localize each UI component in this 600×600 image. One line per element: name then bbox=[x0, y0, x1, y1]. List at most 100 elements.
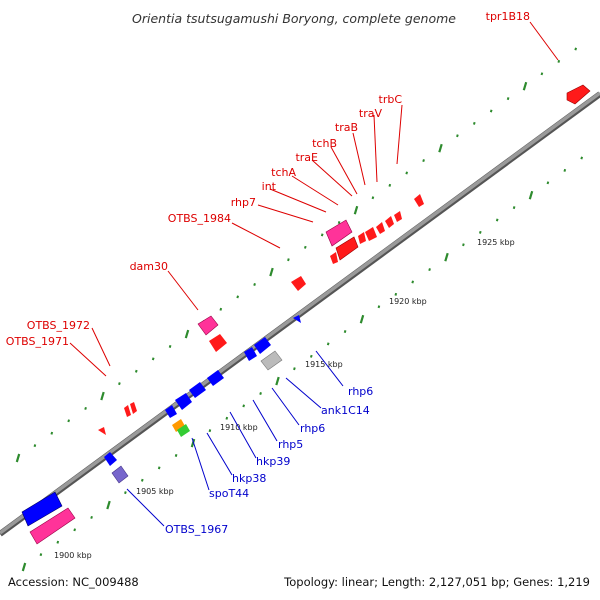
gene-hkp38[interactable] bbox=[189, 382, 206, 398]
gene-label-rhp6-b[interactable]: rhp6 bbox=[300, 422, 325, 435]
lower-tick-mark bbox=[293, 367, 296, 371]
gene-traV[interactable] bbox=[394, 211, 402, 222]
leader-spoT44 bbox=[191, 437, 210, 491]
lower-tick-mark bbox=[106, 500, 111, 510]
reverse-strand-genes bbox=[21, 315, 301, 527]
gene-rhp6-b[interactable] bbox=[254, 337, 271, 354]
lower-tick-mark bbox=[309, 354, 313, 358]
gene-small-red[interactable] bbox=[98, 427, 106, 435]
upper-tick-mark bbox=[522, 81, 528, 91]
gene-rhp7-fwd[interactable] bbox=[330, 252, 338, 264]
gene-OTBS_1972[interactable] bbox=[130, 402, 137, 414]
upper-tick-mark bbox=[184, 329, 190, 339]
gene-label-tpr1B18[interactable]: tpr1B18 bbox=[486, 10, 530, 23]
gene-spoT44-a[interactable] bbox=[175, 393, 192, 410]
gene-label-tchA[interactable]: tchA bbox=[271, 166, 296, 179]
gene-spoT44-orange[interactable] bbox=[172, 419, 185, 432]
scale-label-1925: 1925 kbp bbox=[477, 238, 515, 247]
upper-tick-mark bbox=[438, 143, 443, 153]
gene-pink-1900[interactable] bbox=[29, 507, 76, 545]
gene-label-traE[interactable]: traE bbox=[295, 151, 318, 164]
gene-rhp7[interactable] bbox=[325, 219, 353, 247]
upper-tick-mark bbox=[388, 183, 392, 187]
lower-tick-mark bbox=[275, 376, 280, 386]
upper-tick-mark bbox=[33, 444, 37, 448]
lower-tick-mark bbox=[242, 404, 246, 408]
gene-int[interactable] bbox=[335, 236, 359, 261]
lower-tick-mark bbox=[157, 466, 161, 470]
gene-OTBS_1971[interactable] bbox=[124, 405, 131, 417]
upper-tick-mark bbox=[67, 419, 71, 423]
lower-tick-mark bbox=[225, 416, 229, 420]
gene-label-int[interactable]: int bbox=[262, 180, 277, 193]
upper-tick-row bbox=[15, 47, 578, 463]
gene-label-traB[interactable]: traB bbox=[335, 121, 358, 134]
gene-trbC[interactable] bbox=[414, 194, 424, 207]
gene-label-rhp6-a[interactable]: rhp6 bbox=[348, 385, 373, 398]
gene-blue-1900[interactable] bbox=[21, 491, 63, 527]
upper-tick-mark bbox=[287, 258, 290, 262]
lower-tick-mark bbox=[377, 305, 381, 309]
gene-label-rhp5[interactable]: rhp5 bbox=[278, 438, 303, 451]
lower-leader-lines bbox=[126, 350, 344, 527]
gene-tchA[interactable] bbox=[358, 232, 366, 244]
upper-tick-mark bbox=[405, 171, 409, 175]
leader-rhp5 bbox=[252, 399, 278, 442]
gene-OTBS_1967-a[interactable] bbox=[104, 452, 117, 466]
leader-rhp6-a bbox=[315, 350, 344, 387]
gene-dam30-fwd[interactable] bbox=[209, 334, 227, 352]
gene-label-traV[interactable]: traV bbox=[359, 107, 383, 120]
lower-tick-mark bbox=[343, 330, 347, 334]
gene-rhp5[interactable] bbox=[244, 347, 257, 361]
leader-hkp38 bbox=[206, 432, 233, 476]
gene-label-hkp39[interactable]: hkp39 bbox=[256, 455, 290, 468]
gene-label-dam30[interactable]: dam30 bbox=[130, 260, 168, 273]
forward-strand-genes bbox=[29, 84, 591, 545]
lower-tick-mark bbox=[528, 190, 534, 200]
lower-tick-mark bbox=[462, 243, 465, 247]
gene-label-ank1C14[interactable]: ank1C14 bbox=[321, 404, 370, 417]
gene-label-OTBS_1967[interactable]: OTBS_1967 bbox=[165, 523, 228, 536]
gene-label-trbC[interactable]: trbC bbox=[379, 93, 403, 106]
upper-tick-mark bbox=[50, 431, 54, 435]
genome-backbone bbox=[0, 91, 600, 535]
gene-rhp6-a[interactable] bbox=[293, 315, 301, 323]
gene-label-spoT44[interactable]: spoT44 bbox=[209, 487, 249, 500]
gene-label-rhp7[interactable]: rhp7 bbox=[231, 196, 256, 209]
gene-ank1C14[interactable] bbox=[260, 350, 283, 371]
gene-spoT44-green[interactable] bbox=[177, 424, 190, 437]
gene-label-OTBS_1984[interactable]: OTBS_1984 bbox=[168, 212, 231, 225]
lower-tick-mark bbox=[580, 156, 584, 160]
gene-tpr1B18[interactable] bbox=[566, 84, 591, 105]
map-title: Orientia tsutsugamushi Boryong, complete… bbox=[132, 11, 456, 26]
gene-label-OTBS_1971[interactable]: OTBS_1971 bbox=[6, 335, 69, 348]
upper-leader-lines bbox=[69, 21, 559, 377]
upper-tick-mark bbox=[219, 307, 223, 311]
gene-label-OTBS_1972[interactable]: OTBS_1972 bbox=[27, 319, 90, 332]
gene-dam30[interactable] bbox=[197, 315, 219, 336]
upper-tick-mark bbox=[168, 344, 172, 348]
gene-label-hkp38[interactable]: hkp38 bbox=[232, 472, 266, 485]
gene-label-tchB[interactable]: tchB bbox=[312, 137, 337, 150]
leader-traV bbox=[373, 114, 378, 183]
gene-tchB[interactable] bbox=[376, 222, 385, 234]
lower-tick-mark bbox=[140, 478, 144, 482]
leader-rhp6-b bbox=[271, 387, 300, 426]
gene-traE[interactable] bbox=[365, 227, 377, 241]
upper-tick-mark bbox=[134, 369, 138, 373]
upper-tick-mark bbox=[472, 121, 476, 125]
upper-tick-mark bbox=[422, 159, 425, 163]
lower-tick-mark bbox=[478, 230, 482, 234]
lower-tick-mark bbox=[546, 181, 550, 185]
scale-label-1905: 1905 kbp bbox=[136, 487, 174, 496]
leader-OTBS_1972 bbox=[91, 327, 111, 367]
upper-tick-mark bbox=[100, 391, 105, 401]
gene-OTBS_1967[interactable] bbox=[111, 465, 129, 484]
gene-spoT44-b[interactable] bbox=[165, 405, 177, 418]
gene-hkp39[interactable] bbox=[207, 370, 224, 386]
lower-tick-mark bbox=[208, 429, 212, 433]
leader-tchA bbox=[291, 175, 339, 206]
gene-traB[interactable] bbox=[385, 216, 394, 228]
gene-OTBS_1984[interactable] bbox=[291, 276, 306, 291]
upper-tick-mark bbox=[337, 221, 341, 225]
